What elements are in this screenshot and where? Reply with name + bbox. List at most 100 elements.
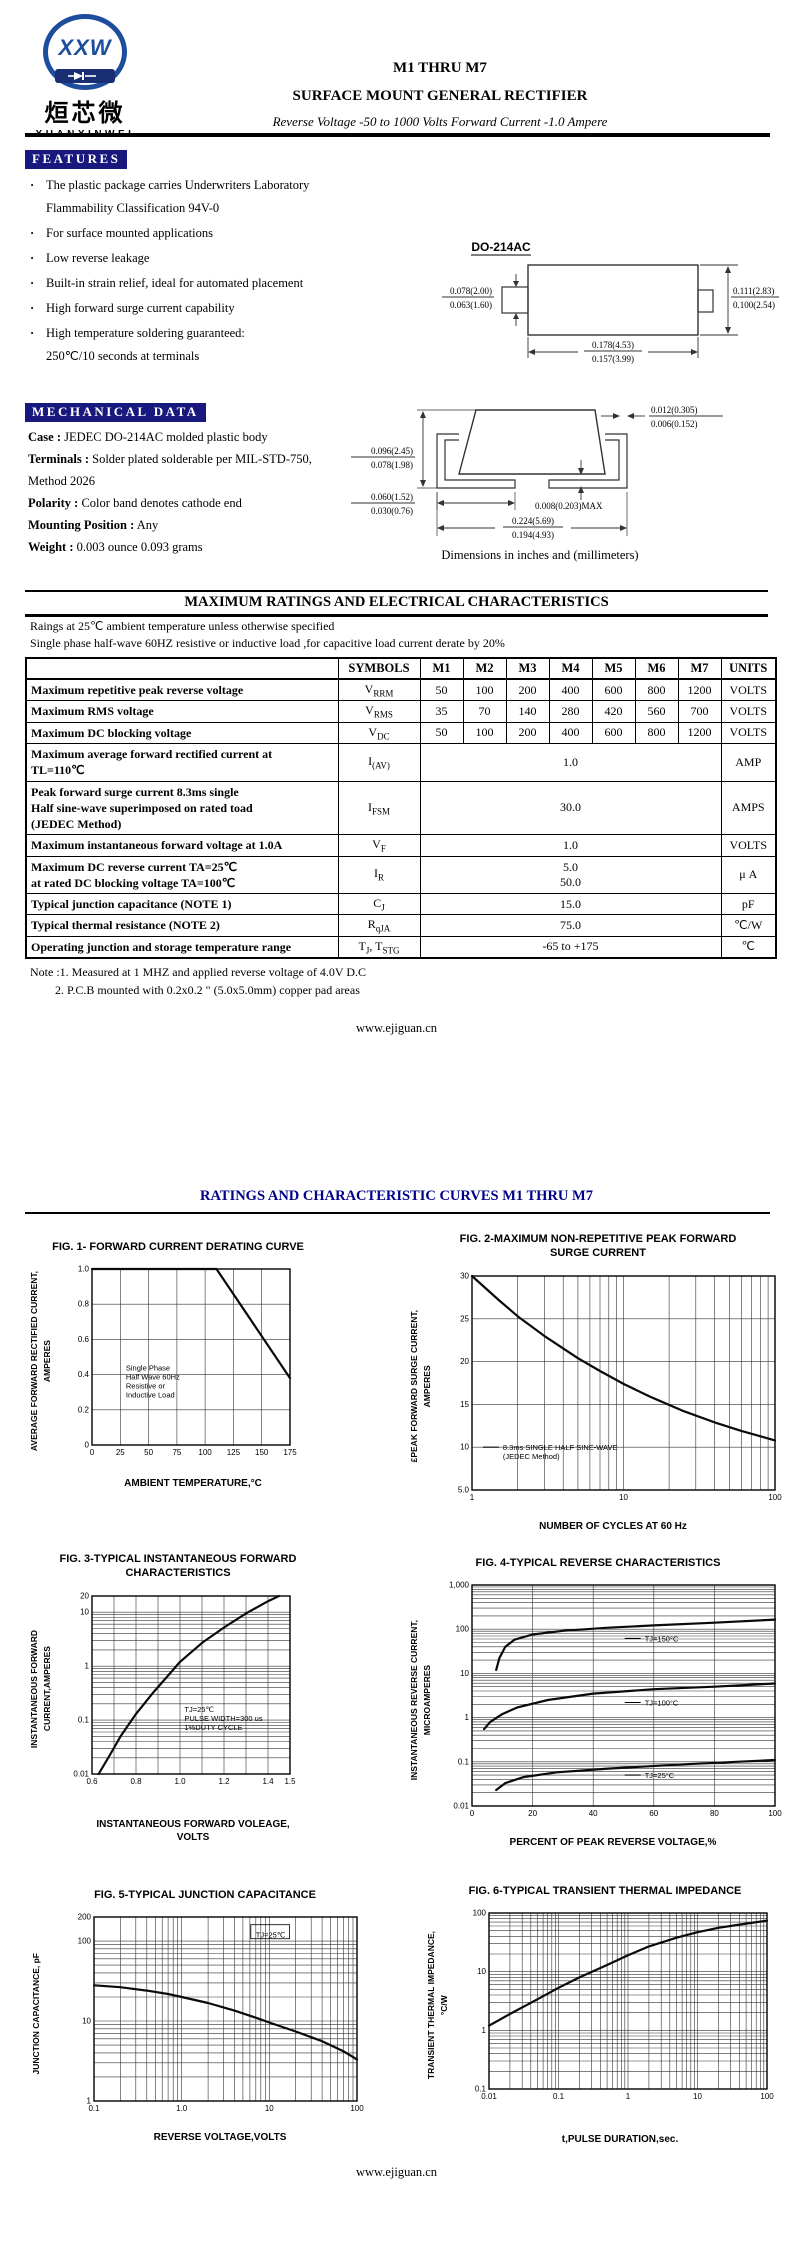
figure-2-title: FIG. 2-MAXIMUM NON-REPETITIVE PEAK FORWA… bbox=[459, 1233, 737, 1260]
fig2-plot: 1 10 100 5.0 10 15 20 25 30 8.3ms SINGLE HALF SIN… bbox=[458, 1271, 782, 1502]
svg-text:60: 60 bbox=[649, 1809, 658, 1818]
table-header-row: SYMBOLS M1 M2 M3 M4 M5 M6 M7 UNITS bbox=[25, 657, 777, 680]
svg-text:0.6: 0.6 bbox=[86, 1777, 98, 1786]
dim-body-width-min: 0.157(3.99) bbox=[592, 354, 634, 364]
ratings-condition-2: Single phase half-wave 60HZ resistive or… bbox=[30, 636, 505, 650]
svg-text:1.5: 1.5 bbox=[284, 1777, 296, 1786]
svg-text:200: 200 bbox=[78, 1913, 92, 1922]
unit-cell: VOLTS bbox=[720, 700, 777, 723]
parameter-cell: Maximum instantaneous forward voltage at… bbox=[25, 834, 339, 857]
mechanical-heading: MECHANICAL DATA bbox=[25, 403, 206, 422]
svg-text:0.1: 0.1 bbox=[78, 1715, 90, 1724]
table-header-cell: M2 bbox=[462, 657, 507, 680]
value-cell: 1200 bbox=[677, 721, 722, 745]
table-header-cell bbox=[25, 657, 339, 680]
svg-text:0.1: 0.1 bbox=[553, 2092, 565, 2101]
value-cell: 200 bbox=[505, 721, 550, 745]
svg-text:0.01: 0.01 bbox=[73, 1769, 89, 1778]
figure-1-title: FIG. 1- FORWARD CURRENT DERATING CURVE bbox=[52, 1241, 304, 1253]
symbol-cell: VRRM bbox=[337, 678, 421, 702]
dim-foot-length-min: 0.030(0.76) bbox=[371, 506, 413, 516]
value-cell: 1.0 bbox=[419, 834, 722, 857]
website-link[interactable]: www.ejiguan.cn bbox=[355, 2165, 438, 2179]
dim-body-height-min: 0.100(2.54) bbox=[733, 300, 775, 310]
page-title: M1 THRU M7 bbox=[393, 60, 487, 76]
svg-text:0.2: 0.2 bbox=[78, 1406, 90, 1415]
table-row: Maximum DC reverse current TA=25℃ at rat… bbox=[25, 855, 777, 894]
svg-text:175: 175 bbox=[283, 1448, 297, 1457]
svg-text:1.2: 1.2 bbox=[218, 1777, 230, 1786]
parameter-cell: Maximum DC blocking voltage bbox=[25, 721, 339, 745]
svg-text:30: 30 bbox=[460, 1271, 469, 1280]
svg-text:Half Wave 60Hz: Half Wave 60Hz bbox=[126, 1373, 180, 1382]
svg-text:10: 10 bbox=[477, 1967, 486, 1976]
figure-3-xlabel: INSTANTANEOUS FORWARD VOLEAGE, VOLTS bbox=[96, 1818, 290, 1843]
website-link[interactable]: www.ejiguan.cn bbox=[355, 1021, 438, 1036]
figure-3: FIG. 3-TYPICAL INSTANTANEOUS FORWARD CHA… bbox=[28, 1552, 328, 1844]
figure-3-ylabel: INSTANTANEOUS FORWARD CURRENT,AMPERES bbox=[29, 1629, 52, 1748]
svg-text:0.1: 0.1 bbox=[88, 2104, 100, 2113]
figure-5-title: FIG. 5-TYPICAL JUNCTION CAPACITANCE bbox=[94, 1889, 316, 1901]
company-logo: XXW 烜芯微 XUANXINWEI bbox=[30, 14, 140, 140]
logo-monogram: XXW bbox=[58, 35, 112, 60]
svg-text:20: 20 bbox=[528, 1809, 537, 1818]
unit-cell: ℃/W bbox=[720, 914, 777, 937]
svg-text:100: 100 bbox=[473, 1909, 487, 1918]
ratings-heading: MAXIMUM RATINGS AND ELECTRICAL CHARACTER… bbox=[184, 594, 609, 610]
figure-1-xlabel: AMBIENT TEMPERATURE,°C bbox=[124, 1478, 262, 1490]
svg-text:100: 100 bbox=[768, 1809, 782, 1818]
svg-text:0: 0 bbox=[85, 1441, 90, 1450]
svg-text:1: 1 bbox=[482, 2026, 487, 2035]
svg-text:5.0: 5.0 bbox=[458, 1485, 470, 1494]
unit-cell: AMP bbox=[720, 743, 777, 782]
dim-profile-height-max: 0.096(2.45) bbox=[371, 446, 413, 456]
parameter-cell: Typical thermal resistance (NOTE 2) bbox=[25, 914, 339, 937]
svg-text:1: 1 bbox=[465, 1713, 470, 1722]
figure-2-xlabel: NUMBER OF CYCLES AT 60 Hz bbox=[539, 1520, 687, 1532]
figure-3-title: FIG. 3-TYPICAL INSTANTANEOUS FORWARD CHA… bbox=[59, 1553, 297, 1580]
svg-text:10: 10 bbox=[265, 2104, 274, 2113]
unit-cell: ℃ bbox=[720, 935, 777, 959]
feature-item: Built-in strain relief, ideal for automa… bbox=[28, 272, 338, 295]
feature-item: High temperature soldering guaranteed: 2… bbox=[28, 322, 338, 368]
logo-circle: XXW bbox=[43, 14, 127, 90]
symbol-cell: IFSM bbox=[337, 780, 421, 836]
svg-text:Single Phase: Single Phase bbox=[126, 1364, 170, 1373]
dim-profile-height-min: 0.078(1.98) bbox=[371, 460, 413, 470]
figure-5-xlabel: REVERSE VOLTAGE,VOLTS bbox=[153, 2132, 287, 2144]
svg-text:1.0: 1.0 bbox=[174, 1777, 186, 1786]
dim-lead-width-min: 0.063(1.60) bbox=[450, 300, 492, 310]
svg-text:100: 100 bbox=[760, 2092, 774, 2101]
figure-1-ylabel: AVERAGE FORWARD RECTIFIED CURRENT, AMPER… bbox=[29, 1271, 52, 1452]
mechanical-item: Polarity : Color band denotes cathode en… bbox=[28, 496, 242, 510]
value-cell: -65 to +175 bbox=[419, 935, 722, 959]
table-row: Peak forward surge current 8.3ms single … bbox=[25, 780, 777, 836]
table-row: Maximum DC blocking voltage VDC 50 100 200 40… bbox=[25, 721, 777, 745]
value-cell: 200 bbox=[505, 678, 550, 702]
parameter-cell: Typical junction capacitance (NOTE 1) bbox=[25, 892, 339, 916]
svg-text:TJ=25°C: TJ=25°C bbox=[645, 1771, 675, 1780]
table-header-cell: M1 bbox=[419, 657, 464, 680]
value-cell: 100 bbox=[462, 678, 507, 702]
unit-cell: AMPS bbox=[720, 780, 777, 836]
symbol-cell: CJ bbox=[337, 892, 421, 916]
unit-cell: VOLTS bbox=[720, 834, 777, 857]
dim-standoff: 0.008(0.203)MAX bbox=[535, 501, 603, 511]
mechanical-item: Method 2026 bbox=[28, 474, 96, 488]
company-name-cn: 烜芯微 bbox=[44, 100, 126, 127]
value-cell: 75.0 bbox=[419, 914, 722, 937]
figure-4: FIG. 4-TYPICAL REVERSE CHARACTERISTICS I… bbox=[408, 1556, 788, 1849]
figure-4-title: FIG. 4-TYPICAL REVERSE CHARACTERISTICS bbox=[475, 1557, 721, 1569]
figure-6-ylabel: TRANSIENT THERMAL IMPEDANCE, °C/W bbox=[426, 1931, 449, 2080]
parameter-cell: Operating junction and storage temperatu… bbox=[25, 935, 339, 959]
svg-text:80: 80 bbox=[710, 1809, 719, 1818]
svg-text:20: 20 bbox=[460, 1357, 469, 1366]
table-row: Typical junction capacitance (NOTE 1) CJ 1… bbox=[25, 892, 777, 916]
svg-text:0.1: 0.1 bbox=[475, 2085, 487, 2094]
figure-4-ylabel: INSTANTANEOUS REVERSE CURRENT, MICROAMPE… bbox=[409, 1619, 432, 1780]
table-header-cell: M7 bbox=[677, 657, 722, 680]
features-list: The plastic package carries Underwriters… bbox=[28, 174, 338, 370]
svg-text:1: 1 bbox=[87, 2097, 92, 2106]
divider bbox=[25, 1212, 770, 1214]
